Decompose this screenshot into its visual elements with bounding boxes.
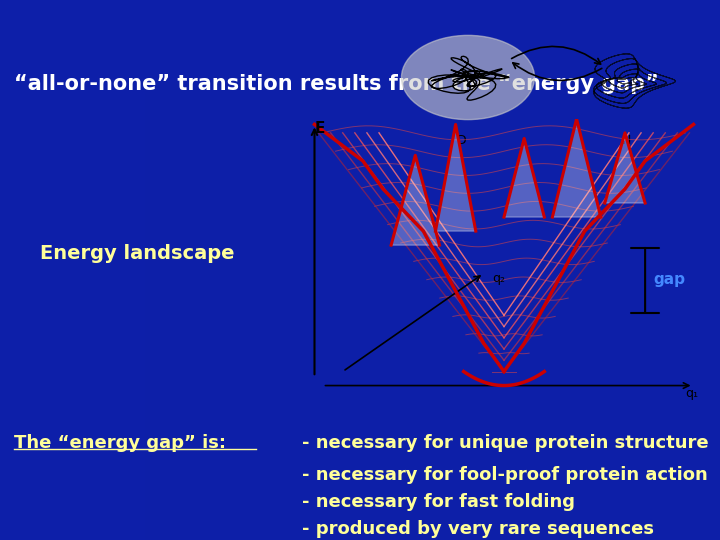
- Text: “all-or-none” transition results from the “energy gap”: “all-or-none” transition results from th…: [14, 73, 660, 94]
- Bar: [324, 0, 360, 540]
- Bar: [0, 324, 720, 351]
- Text: Energy landscape: Energy landscape: [40, 244, 234, 264]
- Ellipse shape: [402, 35, 534, 119]
- Bar: [0, 459, 720, 486]
- Text: - necessary for fast folding: - necessary for fast folding: [302, 493, 575, 511]
- Bar: [0, 432, 720, 459]
- Bar: [0, 108, 720, 135]
- Polygon shape: [605, 133, 645, 203]
- Bar: [0, 54, 720, 81]
- Text: E: E: [315, 121, 325, 136]
- Polygon shape: [552, 119, 600, 217]
- Bar: [0, 135, 720, 162]
- Bar: [468, 0, 504, 540]
- Bar: [0, 162, 720, 189]
- Bar: [288, 0, 324, 540]
- Bar: [252, 0, 288, 540]
- Text: - necessary for unique protein structure: - necessary for unique protein structure: [302, 434, 709, 452]
- Bar: [0, 243, 720, 270]
- Polygon shape: [504, 138, 544, 217]
- Bar: [144, 0, 180, 540]
- Bar: [0, 0, 720, 27]
- Bar: [648, 0, 684, 540]
- Bar: [0, 27, 720, 54]
- Bar: [0, 81, 720, 108]
- Text: q₂: q₂: [492, 272, 505, 285]
- Text: - produced by very rare sequences: - produced by very rare sequences: [302, 520, 654, 538]
- Bar: [0, 378, 720, 405]
- Text: N: N: [621, 134, 631, 147]
- Bar: [72, 0, 108, 540]
- Text: The “energy gap” is:: The “energy gap” is:: [14, 434, 226, 452]
- Bar: [216, 0, 252, 540]
- Bar: [612, 0, 648, 540]
- Bar: [0, 0, 36, 540]
- Bar: [108, 0, 144, 540]
- Bar: [576, 0, 612, 540]
- Text: gap: gap: [653, 273, 685, 287]
- Bar: [36, 0, 72, 540]
- Bar: [0, 513, 720, 540]
- Bar: [0, 405, 720, 432]
- Polygon shape: [391, 156, 439, 245]
- Bar: [0, 297, 720, 324]
- Text: D: D: [457, 134, 467, 147]
- Text: - necessary for fool-proof protein action: - necessary for fool-proof protein actio…: [302, 466, 708, 484]
- Bar: [180, 0, 216, 540]
- Bar: [504, 0, 540, 540]
- Text: q₁: q₁: [685, 387, 698, 400]
- Bar: [0, 189, 720, 216]
- Bar: [0, 270, 720, 297]
- Bar: [396, 0, 432, 540]
- Bar: [540, 0, 576, 540]
- Bar: [684, 0, 720, 540]
- Bar: [0, 486, 720, 513]
- Bar: [0, 216, 720, 243]
- Bar: [0, 351, 720, 378]
- Polygon shape: [436, 124, 476, 231]
- Bar: [432, 0, 468, 540]
- Bar: [360, 0, 396, 540]
